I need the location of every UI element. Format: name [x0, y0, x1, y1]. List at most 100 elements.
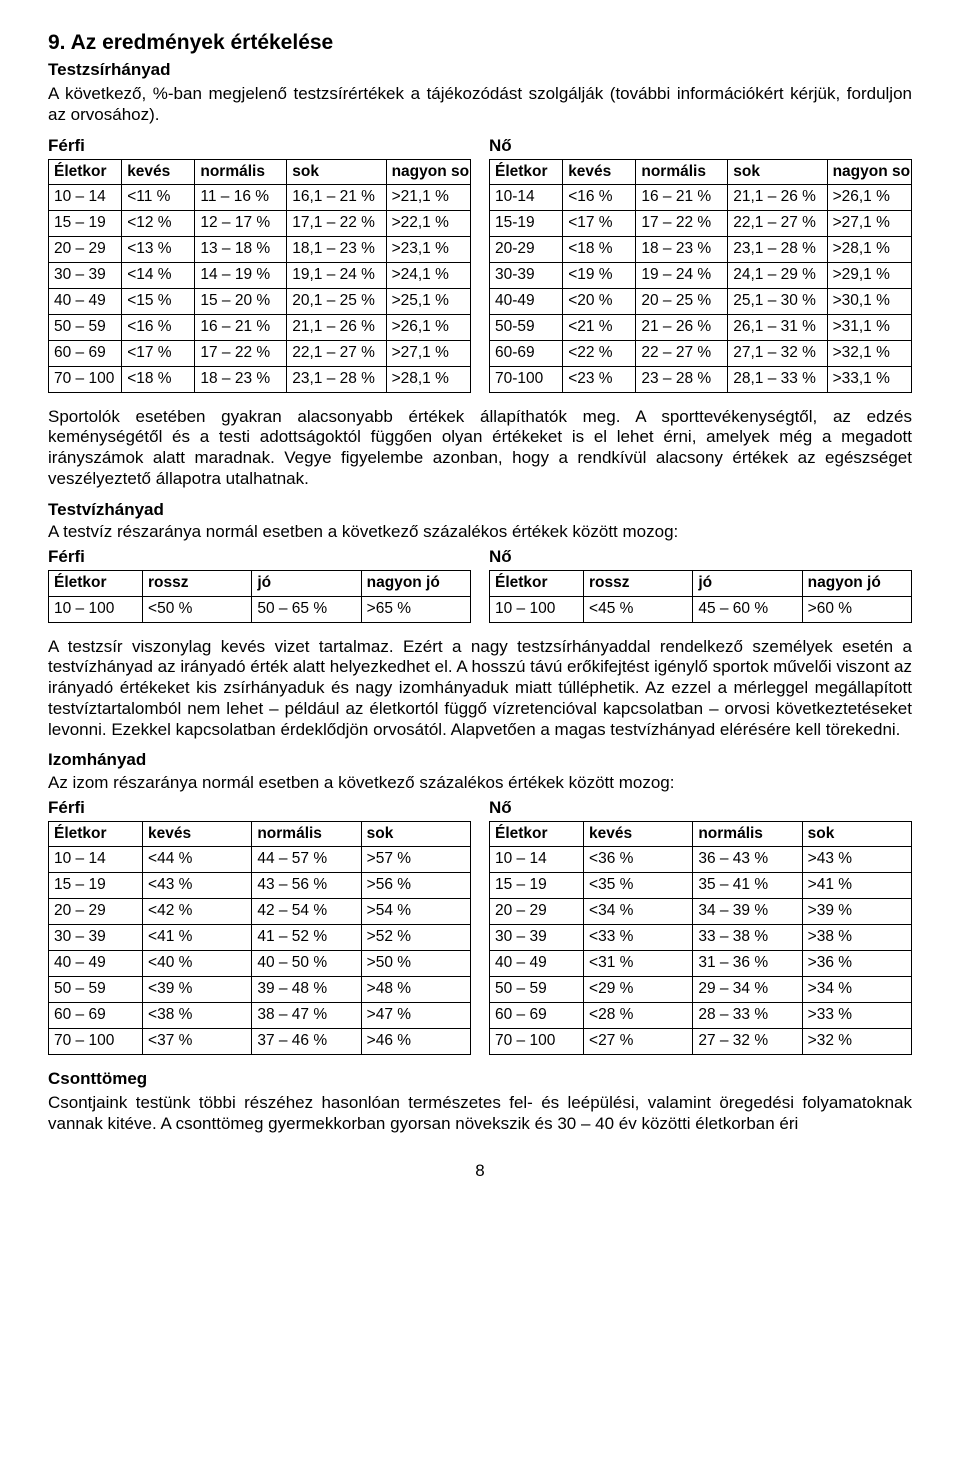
table-cell: >33 %	[802, 1002, 911, 1028]
table-cell: >36 %	[802, 951, 911, 977]
table-cell: 70 – 100	[490, 1028, 584, 1054]
table-row: 30 – 39<33 %33 – 38 %>38 %	[490, 925, 912, 951]
table-row: 20 – 29<34 %34 – 39 %>39 %	[490, 899, 912, 925]
table-cell: 16,1 – 21 %	[287, 185, 386, 211]
table-cell: >56 %	[361, 873, 470, 899]
table-row: 60-69<22 %22 – 27 %27,1 – 32 %>32,1 %	[490, 340, 912, 366]
table-cell: <28 %	[584, 1002, 693, 1028]
table-cell: <17 %	[122, 340, 195, 366]
table-cell: 20 – 29	[49, 899, 143, 925]
sec3-male-table: Életkorkevésnormálissok10 – 14<44 %44 – …	[48, 821, 471, 1055]
table-row: 70-100<23 %23 – 28 %28,1 – 33 %>33,1 %	[490, 366, 912, 392]
table-cell: <37 %	[143, 1028, 252, 1054]
table-row: 50 – 59<39 %39 – 48 %>48 %	[49, 976, 471, 1002]
sec2-female-label: Nő	[489, 547, 912, 568]
table-cell: >31,1 %	[827, 314, 911, 340]
table-cell: <44 %	[143, 847, 252, 873]
table-header: Életkor	[49, 159, 122, 185]
table-cell: 10 – 14	[490, 847, 584, 873]
table-row: 60 – 69<38 %38 – 47 %>47 %	[49, 1002, 471, 1028]
table-cell: >47 %	[361, 1002, 470, 1028]
table-row: 30 – 39<14 %14 – 19 %19,1 – 24 %>24,1 %	[49, 263, 471, 289]
table-cell: 38 – 47 %	[252, 1002, 361, 1028]
table-cell: 27,1 – 32 %	[728, 340, 827, 366]
table-cell: <22 %	[563, 340, 636, 366]
table-cell: 60 – 69	[49, 1002, 143, 1028]
table-header: rossz	[143, 570, 252, 596]
table-cell: <18 %	[563, 237, 636, 263]
table-row: 30 – 39<41 %41 – 52 %>52 %	[49, 925, 471, 951]
sec3-female-label: Nő	[489, 798, 912, 819]
sec1-intro: A következő, %-ban megjelenő testzsírért…	[48, 84, 912, 125]
table-cell: 13 – 18 %	[195, 237, 287, 263]
table-cell: >30,1 %	[827, 289, 911, 315]
sec1-female-table: Életkorkevésnormálissoknagyon sok10-14<1…	[489, 159, 912, 393]
table-cell: <18 %	[122, 366, 195, 392]
table-cell: >41 %	[802, 873, 911, 899]
table-cell: 15-19	[490, 211, 563, 237]
table-cell: 35 – 41 %	[693, 873, 802, 899]
table-cell: 20-29	[490, 237, 563, 263]
table-cell: 40 – 50 %	[252, 951, 361, 977]
table-cell: 34 – 39 %	[693, 899, 802, 925]
table-row: 10-14<16 %16 – 21 %21,1 – 26 %>26,1 %	[490, 185, 912, 211]
table-cell: 15 – 19	[49, 211, 122, 237]
table-cell: 15 – 19	[490, 873, 584, 899]
table-cell: 10 – 100	[49, 596, 143, 622]
table-cell: <13 %	[122, 237, 195, 263]
table-cell: >38 %	[802, 925, 911, 951]
table-cell: <35 %	[584, 873, 693, 899]
table-row: 50-59<21 %21 – 26 %26,1 – 31 %>31,1 %	[490, 314, 912, 340]
table-header: Életkor	[490, 570, 584, 596]
table-cell: <39 %	[143, 976, 252, 1002]
table-header: normális	[636, 159, 728, 185]
table-cell: 14 – 19 %	[195, 263, 287, 289]
table-cell: 60-69	[490, 340, 563, 366]
table-cell: <12 %	[122, 211, 195, 237]
table-cell: 30-39	[490, 263, 563, 289]
table-header: Életkor	[49, 570, 143, 596]
table-cell: 40 – 49	[49, 289, 122, 315]
table-cell: 44 – 57 %	[252, 847, 361, 873]
sec1-title: Testzsírhányad	[48, 60, 912, 81]
table-cell: 45 – 60 %	[693, 596, 802, 622]
table-header: normális	[693, 821, 802, 847]
sec2-male-table: Életkorrosszjónagyon jó10 – 100<50 %50 –…	[48, 570, 471, 623]
table-header: nagyon jó	[361, 570, 470, 596]
table-cell: <33 %	[584, 925, 693, 951]
table-cell: <27 %	[584, 1028, 693, 1054]
table-cell: 22,1 – 27 %	[728, 211, 827, 237]
table-cell: <14 %	[122, 263, 195, 289]
table-row: 70 – 100<27 %27 – 32 %>32 %	[490, 1028, 912, 1054]
table-row: 10 – 100<45 %45 – 60 %>60 %	[490, 596, 912, 622]
table-cell: 15 – 20 %	[195, 289, 287, 315]
table-cell: 15 – 19	[49, 873, 143, 899]
table-cell: >54 %	[361, 899, 470, 925]
table-cell: >24,1 %	[386, 263, 470, 289]
table-header: kevés	[143, 821, 252, 847]
table-cell: >65 %	[361, 596, 470, 622]
table-row: 40 – 49<15 %15 – 20 %20,1 – 25 %>25,1 %	[49, 289, 471, 315]
table-cell: 50 – 65 %	[252, 596, 361, 622]
table-cell: <15 %	[122, 289, 195, 315]
table-cell: <20 %	[563, 289, 636, 315]
table-cell: >52 %	[361, 925, 470, 951]
table-cell: 11 – 16 %	[195, 185, 287, 211]
table-cell: 10 – 100	[490, 596, 584, 622]
table-header: sok	[287, 159, 386, 185]
table-cell: 25,1 – 30 %	[728, 289, 827, 315]
table-cell: 12 – 17 %	[195, 211, 287, 237]
table-cell: <50 %	[143, 596, 252, 622]
table-cell: <16 %	[122, 314, 195, 340]
table-row: 40 – 49<31 %31 – 36 %>36 %	[490, 951, 912, 977]
table-cell: >32,1 %	[827, 340, 911, 366]
table-cell: 26,1 – 31 %	[728, 314, 827, 340]
table-cell: 37 – 46 %	[252, 1028, 361, 1054]
table-row: 15 – 19<12 %12 – 17 %17,1 – 22 %>22,1 %	[49, 211, 471, 237]
table-cell: >23,1 %	[386, 237, 470, 263]
table-header: Életkor	[490, 159, 563, 185]
table-row: 20-29<18 %18 – 23 %23,1 – 28 %>28,1 %	[490, 237, 912, 263]
table-row: 60 – 69<17 %17 – 22 %22,1 – 27 %>27,1 %	[49, 340, 471, 366]
table-cell: 18 – 23 %	[636, 237, 728, 263]
page-number: 8	[48, 1161, 912, 1182]
